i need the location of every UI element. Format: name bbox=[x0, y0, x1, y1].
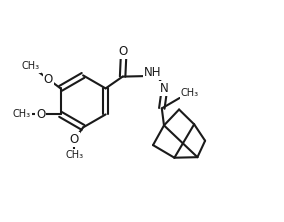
Text: CH₃: CH₃ bbox=[12, 109, 31, 119]
Text: N: N bbox=[160, 82, 169, 95]
Text: O: O bbox=[36, 108, 45, 121]
Text: NH: NH bbox=[144, 66, 161, 79]
Text: O: O bbox=[70, 133, 79, 146]
Text: CH₃: CH₃ bbox=[22, 61, 40, 71]
Text: O: O bbox=[119, 45, 128, 58]
Text: O: O bbox=[43, 73, 53, 85]
Text: CH₃: CH₃ bbox=[65, 150, 83, 160]
Text: CH₃: CH₃ bbox=[181, 88, 199, 98]
